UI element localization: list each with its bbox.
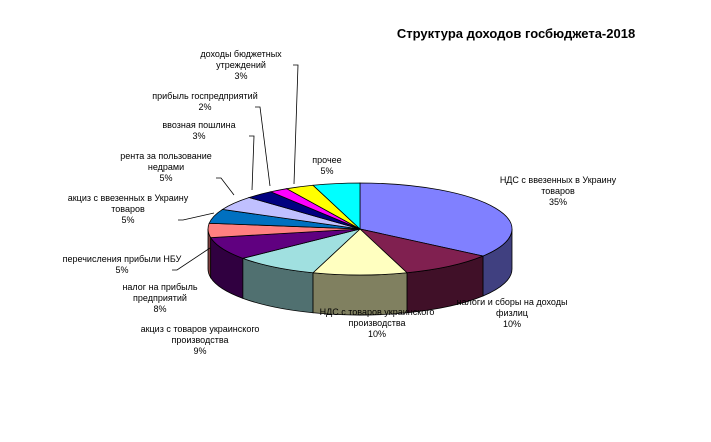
slice-1 xyxy=(358,228,485,274)
slice-label-10: доходы бюджетных утреждений 3% xyxy=(200,49,282,81)
leader-line-10 xyxy=(293,64,299,185)
slice-percent-6: 5% xyxy=(121,215,134,225)
slice-percent-10: 3% xyxy=(234,71,247,81)
slice-percent-2: 10% xyxy=(368,329,386,339)
slice-percent-7: 5% xyxy=(159,173,172,183)
pie-sides xyxy=(207,228,513,316)
leader-line-6 xyxy=(178,212,215,221)
slice-label-9: прибыль госпредприятий 2% xyxy=(152,91,257,112)
slice-label-8: ввозная пошлина 3% xyxy=(162,120,235,141)
chart-title: Структура доходов госбюджета-2018 xyxy=(397,26,635,41)
leader-line-9 xyxy=(255,106,271,187)
slice-percent-8: 3% xyxy=(192,131,205,141)
slice-label-3: акциз с товаров украинского производства 9… xyxy=(141,324,260,356)
slice-percent-1: 10% xyxy=(503,319,521,329)
slice-percent-11: 5% xyxy=(320,166,333,176)
slice-label-6: акциз с ввезенных в Украину товаров 5% xyxy=(68,193,189,225)
slice-percent-0: 35% xyxy=(549,197,567,207)
leader-line-8 xyxy=(249,135,255,191)
slice-percent-5: 5% xyxy=(115,265,128,275)
slice-3 xyxy=(241,228,361,274)
slice-0 xyxy=(359,182,513,257)
slice-labels: НДС с ввезенных в Украину товаров 35% налог… xyxy=(63,49,617,356)
pie-slices xyxy=(207,182,513,276)
leader-lines xyxy=(172,64,299,271)
slice-label-5: перечисления прибыли НБУ 5% xyxy=(63,254,182,275)
slice-label-7: рента за пользование недрами 5% xyxy=(120,151,211,183)
slice-label-2: НДС с товаров украинского производства 10% xyxy=(320,307,435,339)
slice-label-11: прочее 5% xyxy=(312,155,341,176)
slice-label-0: НДС с ввезенных в Украину товаров 35% xyxy=(500,175,617,207)
slice-percent-9: 2% xyxy=(198,102,211,112)
leader-line-7 xyxy=(216,177,235,196)
slice-11 xyxy=(312,182,361,230)
slice-2 xyxy=(312,228,408,276)
slice-label-4: налог на прибыль предприятий 8% xyxy=(122,282,197,314)
slice-label-1: налоги и сборы на доходы физлиц 10% xyxy=(457,297,568,329)
slice-percent-4: 8% xyxy=(153,304,166,314)
slice-percent-3: 9% xyxy=(193,346,206,356)
leader-line-5 xyxy=(172,247,211,271)
